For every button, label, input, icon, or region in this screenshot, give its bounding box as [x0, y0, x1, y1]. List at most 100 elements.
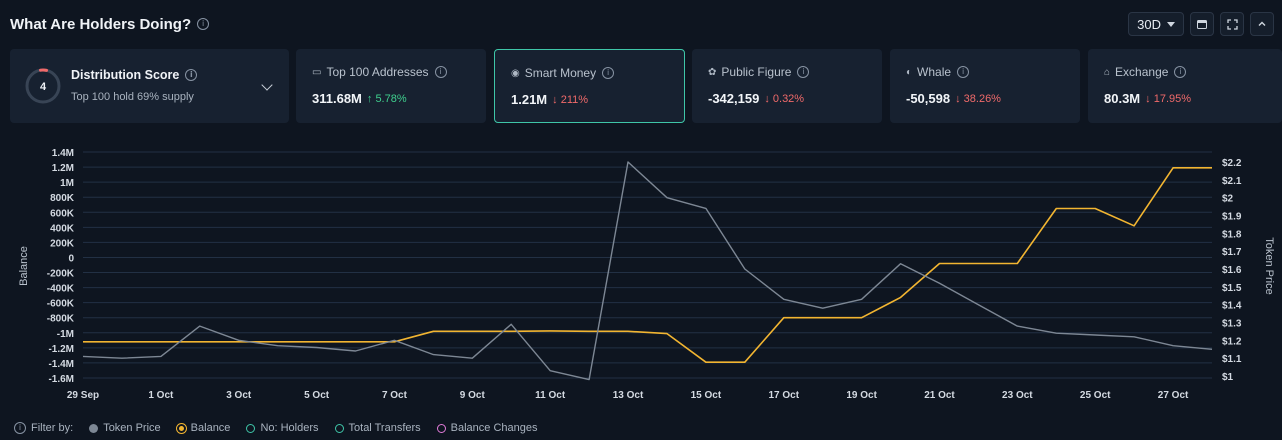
- x-tick-label: 21 Oct: [924, 390, 955, 401]
- legend-dot: [89, 423, 99, 433]
- change-down: ↓ 211%: [552, 93, 589, 106]
- card-value-text: -50,598: [906, 91, 951, 106]
- x-tick-label: 11 Oct: [535, 390, 566, 401]
- card-exchange[interactable]: ⌂ Exchange i 80.3M ↓ 17.95%: [1088, 49, 1282, 123]
- holders-chart[interactable]: 1.4M 1.2M 1M 800K 600K 400K 200K 0 -200K -400K -60…: [0, 140, 1282, 410]
- legend-holders[interactable]: No: Holders: [246, 422, 319, 434]
- card-whale[interactable]: ◐ Whale i -50,598 ↓ 38.26%: [890, 49, 1080, 123]
- info-icon[interactable]: i: [1174, 66, 1187, 78]
- smart-money-icon: ◉: [511, 67, 520, 79]
- chart-lines: [82, 161, 1213, 381]
- x-axis-ticks: 29 Sep 1 Oct 3 Oct 5 Oct 7 Oct 9 Oct 11 Oct 13 …: [67, 390, 1189, 401]
- card-smart-money[interactable]: ◉ Smart Money i 1.21M ↓ 211%: [494, 49, 685, 123]
- right-tick-label: $1.6: [1222, 265, 1242, 276]
- left-axis-ticks: 1.4M 1.2M 1M 800K 600K 400K 200K 0 -200K -400K -60…: [47, 148, 75, 385]
- chevron-down-icon: [1167, 21, 1175, 27]
- card-label: ◉ Smart Money i: [511, 66, 615, 80]
- filter-label-text: Filter by:: [31, 422, 74, 434]
- legend-balance-changes[interactable]: Balance Changes: [436, 422, 538, 434]
- card-label: ▭ Top 100 Addresses i: [312, 65, 447, 79]
- header-controls: 30D: [1128, 12, 1274, 36]
- card-label-text: Smart Money: [524, 66, 597, 80]
- right-tick-label: $1.4: [1222, 301, 1242, 312]
- right-tick-label: $1.1: [1222, 354, 1242, 365]
- legend-token-price[interactable]: Token Price: [89, 422, 161, 434]
- change-text: 38.26%: [963, 92, 1001, 105]
- collapse-button[interactable]: [1250, 12, 1274, 36]
- card-label-text: Whale: [917, 65, 952, 79]
- distribution-score-value: 4: [40, 81, 47, 93]
- left-tick-label: 0: [68, 253, 74, 264]
- legend-dot: [334, 423, 344, 433]
- card-label-text: Exchange: [1115, 65, 1169, 79]
- right-tick-label: $2: [1222, 194, 1234, 205]
- legend-dot: [246, 423, 256, 433]
- change-up: ↑ 5.78%: [366, 92, 407, 105]
- info-icon[interactable]: i: [434, 66, 447, 78]
- right-tick-label: $2.2: [1222, 158, 1242, 169]
- x-tick-label: 5 Oct: [304, 390, 330, 401]
- right-axis-label: Token Price: [1263, 237, 1275, 294]
- series-line-balance: [83, 166, 1212, 363]
- info-icon[interactable]: i: [797, 66, 810, 78]
- card-label-text: Public Figure: [721, 65, 792, 79]
- card-value: -50,598 ↓ 38.26%: [906, 91, 1001, 106]
- card-value: 1.21M ↓ 211%: [511, 92, 588, 107]
- card-top-100-addresses[interactable]: ▭ Top 100 Addresses i 311.68M ↑ 5.78%: [296, 49, 486, 123]
- info-icon[interactable]: i: [957, 66, 970, 78]
- chevron-down-icon[interactable]: [261, 79, 273, 91]
- info-icon[interactable]: i: [602, 67, 615, 79]
- card-value: 311.68M ↑ 5.78%: [312, 91, 407, 106]
- card-label: ✿ Public Figure i: [708, 65, 810, 79]
- change-text: 0.32%: [772, 92, 805, 105]
- chart-grid: [83, 151, 1212, 379]
- left-tick-label: 800K: [50, 193, 75, 204]
- card-value-text: 80.3M: [1104, 91, 1141, 106]
- card-public-figure[interactable]: ✿ Public Figure i -342,159 ↓ 0.32%: [692, 49, 882, 123]
- left-tick-label: 600K: [50, 208, 75, 219]
- distribution-score-card[interactable]: 4 Distribution Score i Top 100 hold 69% …: [10, 49, 289, 123]
- left-tick-label: -600K: [47, 299, 75, 310]
- card-value-text: 1.21M: [511, 92, 548, 107]
- x-tick-label: 27 Oct: [1158, 390, 1189, 401]
- card-value-text: -342,159: [708, 91, 760, 106]
- x-tick-label: 9 Oct: [460, 390, 486, 401]
- x-tick-label: 13 Oct: [613, 390, 644, 401]
- left-tick-label: 200K: [50, 238, 75, 249]
- x-tick-label: 17 Oct: [768, 390, 799, 401]
- legend-balance[interactable]: Balance: [176, 422, 230, 434]
- fullscreen-button[interactable]: [1220, 12, 1244, 36]
- calendar-button[interactable]: [1190, 12, 1214, 36]
- card-value: -342,159 ↓ 0.32%: [708, 91, 804, 106]
- exchange-icon: ⌂: [1104, 66, 1111, 78]
- legend-label: No: Holders: [260, 422, 319, 434]
- legend-total-transfers[interactable]: Total Transfers: [334, 422, 421, 434]
- change-text: 17.95%: [1153, 92, 1192, 105]
- x-tick-label: 1 Oct: [148, 390, 174, 401]
- x-tick-label: 29 Sep: [67, 390, 99, 401]
- info-icon[interactable]: i: [14, 422, 26, 434]
- card-label: ⌂ Exchange i: [1104, 65, 1187, 79]
- right-tick-label: $1.9: [1222, 212, 1242, 223]
- left-tick-label: 400K: [50, 223, 75, 234]
- left-tick-label: -1M: [57, 329, 74, 340]
- header: What Are Holders Doing? i 30D: [10, 10, 1274, 38]
- right-tick-label: $1.2: [1222, 336, 1242, 347]
- legend-dot: [176, 423, 186, 433]
- x-tick-label: 3 Oct: [226, 390, 252, 401]
- left-tick-label: -200K: [47, 269, 75, 280]
- info-icon[interactable]: i: [197, 18, 210, 30]
- fullscreen-icon: [1226, 18, 1238, 30]
- left-tick-label: 1.2M: [52, 163, 74, 174]
- change-text: 211%: [560, 93, 589, 106]
- left-tick-label: -1.2M: [48, 344, 74, 355]
- period-select[interactable]: 30D: [1128, 12, 1184, 36]
- whale-icon: ◐: [906, 66, 913, 78]
- legend-dot: [436, 423, 446, 433]
- left-tick-label: 1.4M: [52, 148, 74, 159]
- legend-label: Token Price: [103, 422, 161, 434]
- info-icon[interactable]: i: [185, 69, 198, 81]
- distribution-score-subtitle: Top 100 hold 69% supply: [71, 91, 194, 103]
- right-tick-label: $1.7: [1222, 247, 1242, 258]
- left-tick-label: -400K: [47, 284, 75, 295]
